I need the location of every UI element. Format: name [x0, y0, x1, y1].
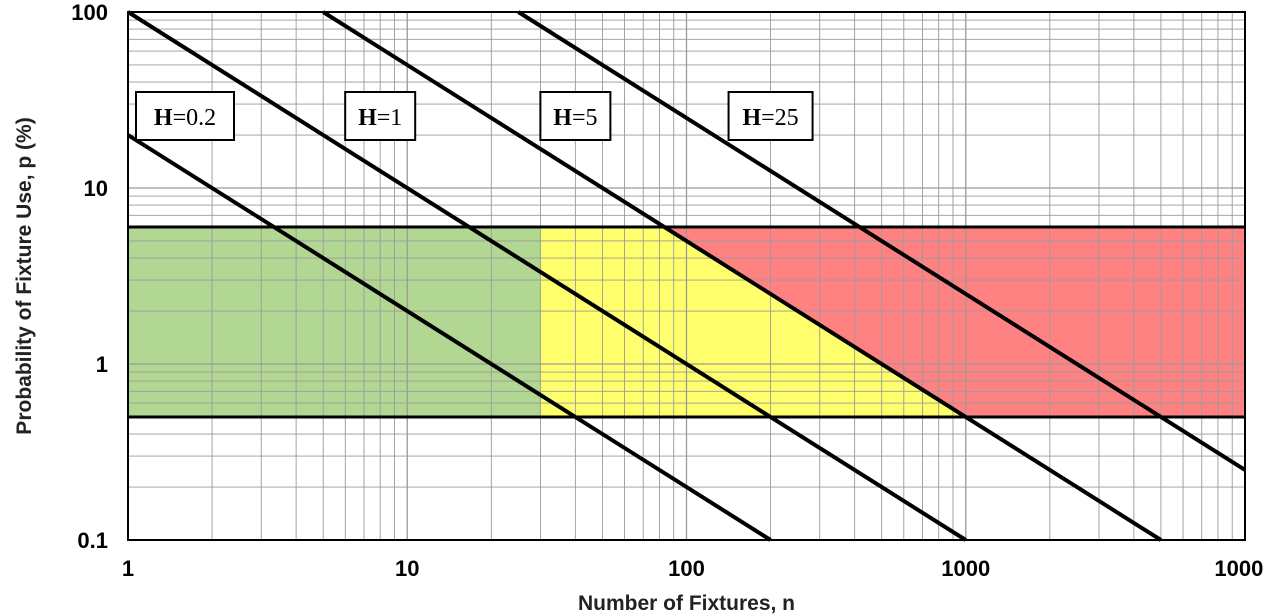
x-tick-label: 10: [395, 556, 419, 581]
series-label-value: =5: [572, 105, 598, 131]
series-label-variable: H: [154, 105, 173, 131]
series-lines: [126, 10, 1247, 542]
series-label-value: =25: [761, 105, 799, 131]
series-label-variable: H: [742, 105, 761, 131]
series-line-h-1-upper: [126, 10, 325, 137]
series-label: H=0.2: [154, 105, 216, 131]
y-tick-label: 0.1: [77, 528, 108, 553]
series-label-value: =0.2: [173, 105, 217, 131]
x-tick-label: 1000: [941, 556, 990, 581]
series-line-h-25: [517, 10, 1247, 472]
zone-region-1: [128, 227, 541, 417]
zone-region-3: [664, 227, 1245, 417]
x-tick-label: 100: [668, 556, 705, 581]
series-label-box: [344, 91, 417, 141]
series-label-variable: H: [358, 105, 377, 131]
y-tick-label: 100: [71, 0, 108, 25]
series-label-box: [135, 91, 236, 141]
series-label-box: [727, 91, 814, 141]
series-label: H=25: [742, 105, 798, 131]
series-label-variable: H: [553, 105, 572, 131]
y-axis-title: Probability of Fixture Use, p (%): [13, 117, 36, 434]
series-label: H=5: [553, 105, 597, 131]
series-line-h-1: [322, 133, 967, 542]
zone-region-2: [540, 227, 966, 417]
reference-lines: [128, 225, 1245, 419]
plot-frame: [127, 11, 1246, 541]
series-line-h-0-2: [126, 133, 772, 542]
series-label-boxes: H=0.2 H=1 H=5 H=25: [135, 91, 814, 141]
series-label-box: [539, 91, 612, 141]
y-tick-label: 1: [96, 352, 108, 377]
zone-regions: [128, 227, 1245, 417]
y-tick-label: 10: [84, 176, 108, 201]
x-axis-title: Number of Fixtures, n: [578, 592, 795, 615]
x-tick-label: 1: [122, 556, 134, 581]
series-label-value: =1: [377, 105, 403, 131]
series-label: H=1: [358, 105, 402, 131]
series-line-h-5: [322, 10, 1163, 542]
